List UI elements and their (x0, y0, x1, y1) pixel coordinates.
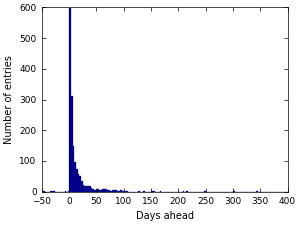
Bar (256, 191, 258, 192)
X-axis label: Days ahead: Days ahead (136, 211, 194, 221)
Bar (64, 191, 66, 192)
Bar (84, 186, 86, 192)
Bar (114, 191, 116, 192)
Bar (233, 191, 235, 192)
Bar (127, 191, 128, 192)
Y-axis label: Number of entries: Number of entries (4, 55, 14, 144)
Bar (91, 188, 92, 192)
Bar (153, 191, 155, 192)
Bar (152, 191, 153, 192)
Bar (76, 169, 78, 192)
Bar (86, 186, 88, 192)
Bar (82, 185, 84, 192)
Bar (138, 191, 140, 192)
Bar (110, 191, 112, 192)
Bar (160, 191, 161, 192)
Bar (99, 191, 100, 192)
Bar (68, 191, 69, 192)
Bar (124, 191, 125, 192)
Bar (122, 191, 124, 192)
Bar (204, 191, 206, 192)
Bar (51, 191, 53, 192)
Bar (109, 189, 110, 192)
Bar (104, 189, 106, 192)
Bar (89, 186, 91, 192)
Bar (117, 191, 118, 192)
Bar (118, 191, 120, 192)
Bar (53, 191, 55, 192)
Bar (92, 189, 94, 192)
Bar (116, 191, 117, 192)
Bar (78, 175, 79, 192)
Bar (94, 189, 96, 192)
Bar (186, 191, 188, 192)
Bar (107, 190, 109, 192)
Bar (69, 8, 71, 192)
Bar (106, 189, 107, 192)
Bar (97, 189, 99, 192)
Bar (183, 191, 184, 192)
Bar (50, 191, 51, 192)
Bar (143, 191, 145, 192)
Bar (43, 191, 45, 192)
Bar (81, 181, 82, 192)
Bar (88, 186, 89, 192)
Bar (100, 190, 102, 192)
Bar (73, 146, 74, 192)
Bar (96, 190, 97, 192)
Bar (71, 96, 73, 192)
Bar (120, 191, 122, 192)
Bar (125, 191, 127, 192)
Bar (112, 190, 114, 192)
Bar (102, 189, 104, 192)
Bar (74, 162, 76, 192)
Bar (79, 176, 81, 192)
